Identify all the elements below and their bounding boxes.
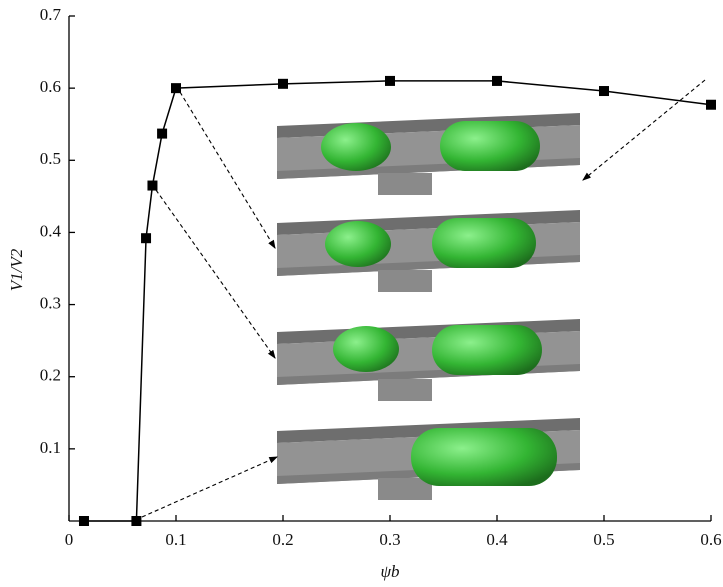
marker (599, 86, 609, 96)
chart: ψb V1/V2 0 0.1 0.2 0.3 0.4 0.5 0.6 0.1 0.2 0.3 0.4… (0, 0, 723, 587)
marker (147, 181, 157, 191)
marker (706, 100, 716, 110)
y-tick-label: 0.1 (40, 438, 61, 457)
y-tick-label: 0.6 (40, 77, 61, 96)
y-tick-label: 0.5 (40, 149, 61, 168)
marker (157, 129, 167, 139)
x-tick-label: 0.5 (593, 530, 614, 549)
marker (171, 83, 181, 93)
marker (141, 233, 151, 243)
marker (131, 516, 141, 526)
inset-images (277, 113, 580, 500)
y-tick-label: 0.2 (40, 366, 61, 385)
marker (492, 76, 502, 86)
x-tick-label: 0 (65, 530, 74, 549)
marker (385, 76, 395, 86)
x-axis-label: ψb (380, 562, 399, 581)
y-axis-label: V1/V2 (7, 248, 26, 291)
page: ψb V1/V2 0 0.1 0.2 0.3 0.4 0.5 0.6 0.1 0.2 0.3 0.4… (0, 0, 723, 587)
y-tick-label: 0.3 (40, 293, 61, 312)
x-tick-label: 0.1 (165, 530, 186, 549)
x-tick-label: 0.2 (272, 530, 293, 549)
marker (278, 79, 288, 89)
y-tick-label: 0.7 (40, 5, 62, 24)
x-tick-label: 0.4 (486, 530, 508, 549)
y-tick-label: 0.4 (40, 221, 62, 240)
x-tick-label: 0.6 (700, 530, 721, 549)
x-tick-label: 0.3 (379, 530, 400, 549)
marker (79, 516, 89, 526)
